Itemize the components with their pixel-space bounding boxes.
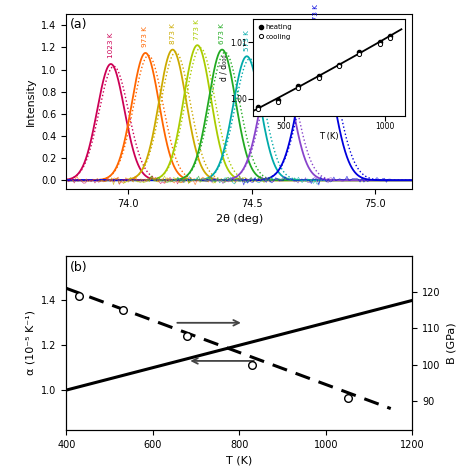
Text: 973 K: 973 K <box>143 26 148 47</box>
X-axis label: 2θ (deg): 2θ (deg) <box>216 214 263 224</box>
Text: 573 K: 573 K <box>244 30 250 51</box>
Text: 873 K: 873 K <box>170 23 176 44</box>
Text: 673 K: 673 K <box>219 23 225 44</box>
Text: (a): (a) <box>70 18 87 31</box>
Y-axis label: Intensity: Intensity <box>26 77 36 126</box>
Text: (b): (b) <box>70 261 87 274</box>
Text: 773 K: 773 K <box>194 19 201 40</box>
X-axis label: T (K): T (K) <box>226 455 253 466</box>
Y-axis label: B (GPa): B (GPa) <box>446 322 456 364</box>
Y-axis label: α (10⁻⁵ K⁻¹): α (10⁻⁵ K⁻¹) <box>26 310 36 376</box>
Text: 1023 K: 1023 K <box>108 33 114 59</box>
Text: 373 K: 373 K <box>313 4 319 25</box>
Text: 473 K: 473 K <box>273 19 280 40</box>
